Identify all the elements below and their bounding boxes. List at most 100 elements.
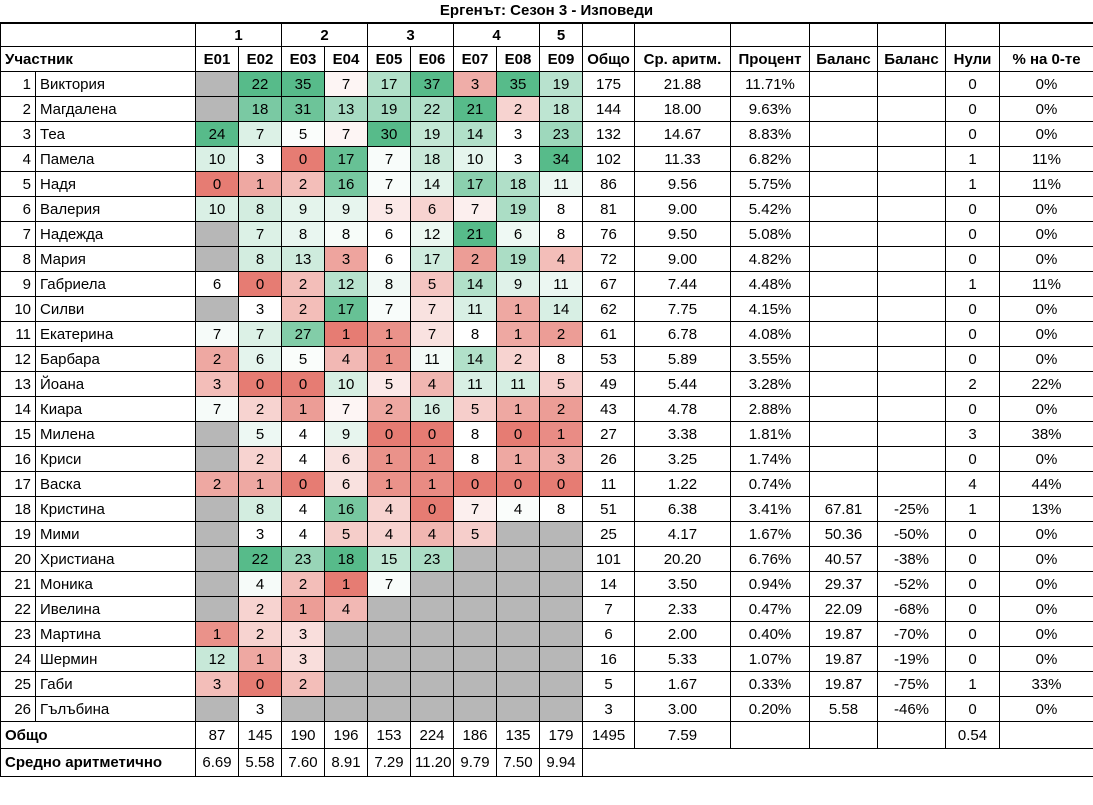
score-cell[interactable]: 7 [324, 71, 368, 97]
score-cell[interactable]: 8 [238, 246, 282, 272]
score-cell[interactable]: 4 [281, 496, 325, 522]
row-number[interactable]: 8 [0, 246, 36, 272]
balance-cell[interactable] [809, 396, 878, 422]
average-cell[interactable]: 7.44 [634, 271, 731, 297]
score-cell[interactable]: 18 [238, 96, 282, 122]
participant-name[interactable]: Барбара [35, 346, 196, 372]
score-cell-empty[interactable] [453, 571, 497, 597]
score-cell[interactable]: 8 [324, 221, 368, 247]
score-cell[interactable]: 1 [496, 321, 540, 347]
score-cell[interactable]: 7 [195, 321, 239, 347]
total-cell[interactable]: 53 [582, 346, 635, 372]
zeropct-column-header[interactable]: % на 0-те [999, 46, 1093, 72]
score-cell[interactable]: 13 [324, 96, 368, 122]
total-cell[interactable]: 7 [582, 596, 635, 622]
balance-pct-cell[interactable] [877, 446, 946, 472]
score-cell[interactable]: 8 [539, 496, 583, 522]
percent-cell[interactable]: 9.63% [730, 96, 810, 122]
score-cell[interactable]: 3 [195, 371, 239, 397]
score-cell-empty[interactable] [539, 546, 583, 572]
row-number[interactable]: 9 [0, 271, 36, 297]
total-cell[interactable]: 61 [582, 321, 635, 347]
score-cell[interactable]: 22 [238, 546, 282, 572]
score-cell-empty[interactable] [195, 546, 239, 572]
participant-name[interactable]: Надежда [35, 221, 196, 247]
total-cell[interactable]: 26 [582, 446, 635, 472]
zeros-cell[interactable]: 0 [945, 446, 1000, 472]
episode-total-cell[interactable]: 145 [238, 721, 282, 749]
percent-cell[interactable]: 1.81% [730, 421, 810, 447]
zeros-cell[interactable]: 1 [945, 271, 1000, 297]
score-cell-empty[interactable] [539, 646, 583, 672]
row-number[interactable]: 18 [0, 496, 36, 522]
score-cell[interactable]: 8 [281, 221, 325, 247]
balance-pct-cell[interactable]: -25% [877, 496, 946, 522]
average-cell[interactable]: 2.33 [634, 596, 731, 622]
zeros-cell[interactable]: 0 [945, 521, 1000, 547]
average-cell[interactable]: 7.75 [634, 296, 731, 322]
score-cell[interactable]: 4 [238, 571, 282, 597]
score-cell[interactable]: 1 [539, 421, 583, 447]
score-cell-empty[interactable] [453, 546, 497, 572]
participant-name[interactable]: Теа [35, 121, 196, 147]
score-cell[interactable]: 11 [496, 371, 540, 397]
balance-cell[interactable] [809, 96, 878, 122]
score-cell[interactable]: 2 [195, 346, 239, 372]
zeros-cell[interactable]: 0 [945, 196, 1000, 222]
score-cell[interactable]: 2 [281, 671, 325, 697]
balance-pct-cell[interactable]: -19% [877, 646, 946, 672]
average-cell[interactable]: 9.50 [634, 221, 731, 247]
score-cell[interactable]: 14 [410, 171, 454, 197]
score-cell[interactable]: 19 [496, 246, 540, 272]
totals-row-label[interactable]: Общо [0, 721, 196, 749]
zero-pct-cell[interactable]: 0% [999, 71, 1093, 97]
zero-pct-cell[interactable]: 0% [999, 346, 1093, 372]
score-cell-empty[interactable] [195, 421, 239, 447]
balance-pct-cell[interactable] [877, 346, 946, 372]
percent-cell[interactable]: 5.08% [730, 221, 810, 247]
percent-cell[interactable]: 0.33% [730, 671, 810, 697]
zero-pct-cell[interactable]: 33% [999, 671, 1093, 697]
percent-cell[interactable]: 4.48% [730, 271, 810, 297]
balance-pct-cell[interactable] [877, 396, 946, 422]
participant-name[interactable]: Габриела [35, 271, 196, 297]
zeros-cell[interactable]: 0 [945, 321, 1000, 347]
score-cell[interactable]: 3 [195, 671, 239, 697]
score-cell[interactable]: 5 [281, 346, 325, 372]
total-cell[interactable]: 27 [582, 421, 635, 447]
row-number[interactable]: 20 [0, 546, 36, 572]
participant-name[interactable]: Мария [35, 246, 196, 272]
episode-header-e06[interactable]: E06 [410, 46, 454, 72]
total-cell[interactable]: 86 [582, 171, 635, 197]
score-cell-empty[interactable] [367, 596, 411, 622]
zero-pct-cell[interactable]: 0% [999, 646, 1093, 672]
participant-name[interactable]: Габи [35, 671, 196, 697]
score-cell-empty[interactable] [496, 596, 540, 622]
score-cell[interactable]: 2 [281, 271, 325, 297]
average-cell[interactable]: 9.56 [634, 171, 731, 197]
participant-name[interactable]: Гълъбина [35, 696, 196, 722]
participant-name[interactable]: Валерия [35, 196, 196, 222]
score-cell[interactable]: 14 [453, 271, 497, 297]
score-cell[interactable]: 19 [410, 121, 454, 147]
score-cell[interactable]: 3 [281, 646, 325, 672]
score-cell[interactable]: 11 [453, 371, 497, 397]
score-cell[interactable]: 1 [496, 296, 540, 322]
score-cell[interactable]: 12 [195, 646, 239, 672]
balance-cell[interactable] [809, 246, 878, 272]
score-cell[interactable]: 0 [539, 471, 583, 497]
participant-name[interactable]: Екатерина [35, 321, 196, 347]
average-cell[interactable]: 21.88 [634, 71, 731, 97]
score-cell[interactable]: 21 [453, 96, 497, 122]
zero-pct-cell[interactable]: 11% [999, 171, 1093, 197]
average-cell[interactable]: 20.20 [634, 546, 731, 572]
zeros-cell[interactable]: 0 [945, 71, 1000, 97]
score-cell[interactable]: 4 [324, 346, 368, 372]
balance-pct-cell[interactable]: -46% [877, 696, 946, 722]
score-cell[interactable]: 2 [238, 596, 282, 622]
zeros-cell[interactable]: 4 [945, 471, 1000, 497]
score-cell[interactable]: 2 [238, 396, 282, 422]
score-cell-empty[interactable] [539, 696, 583, 722]
score-cell[interactable]: 2 [496, 96, 540, 122]
participant-name[interactable]: Шермин [35, 646, 196, 672]
